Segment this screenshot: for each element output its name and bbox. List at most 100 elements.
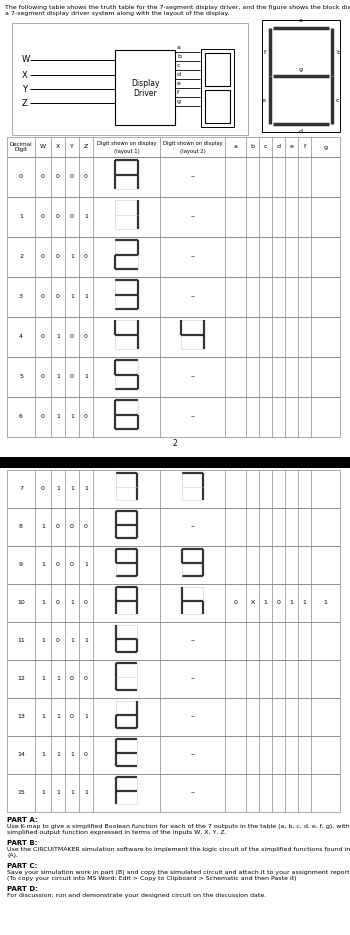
Text: 0: 0 <box>56 254 60 260</box>
Text: g: g <box>323 145 328 150</box>
Text: PART D:: PART D: <box>7 886 38 892</box>
Text: Save your simulation work in part (B) and copy the simulated circuit and attach : Save your simulation work in part (B) an… <box>7 870 350 881</box>
Text: 1: 1 <box>84 375 88 380</box>
Text: 1: 1 <box>56 375 60 380</box>
Bar <box>115 50 175 125</box>
Text: d: d <box>299 129 303 134</box>
Text: –: – <box>190 372 195 381</box>
Text: (layout 1): (layout 1) <box>114 149 139 153</box>
Bar <box>7 660 340 698</box>
Text: 1: 1 <box>70 600 74 606</box>
Text: 0: 0 <box>70 175 74 180</box>
Text: 1: 1 <box>84 639 88 643</box>
Text: 15: 15 <box>17 790 25 796</box>
Text: Y: Y <box>22 84 27 94</box>
Text: PART C:: PART C: <box>7 863 37 869</box>
Bar <box>7 698 340 736</box>
Text: 5: 5 <box>19 375 23 380</box>
Text: Driver: Driver <box>133 89 157 98</box>
Bar <box>0 457 350 468</box>
Text: 1: 1 <box>41 563 45 568</box>
Bar <box>7 546 340 584</box>
Text: For discussion: run and demonstrate your designed circuit on the discussion date: For discussion: run and demonstrate your… <box>7 893 266 898</box>
Bar <box>201 49 234 127</box>
Text: 1: 1 <box>56 414 60 420</box>
Bar <box>7 622 340 660</box>
Text: 2: 2 <box>173 439 177 448</box>
Text: 1: 1 <box>84 714 88 720</box>
Text: 1: 1 <box>19 214 23 220</box>
Text: 0: 0 <box>70 375 74 380</box>
Text: Use the CIRCUITMAKER simulation software to implement the logic circuit of the s: Use the CIRCUITMAKER simulation software… <box>7 847 350 857</box>
Text: 0: 0 <box>41 335 45 339</box>
Text: –: – <box>190 212 195 222</box>
Text: 1: 1 <box>56 714 60 720</box>
Text: c: c <box>264 145 267 150</box>
Text: X: X <box>56 145 60 150</box>
Text: 1: 1 <box>302 600 307 606</box>
Text: 1: 1 <box>56 753 60 757</box>
Bar <box>7 470 340 508</box>
Text: 1: 1 <box>56 790 60 796</box>
Text: Digit shown on display: Digit shown on display <box>97 140 156 146</box>
Text: 1: 1 <box>84 295 88 299</box>
Text: W: W <box>40 145 46 150</box>
Text: 1: 1 <box>41 714 45 720</box>
Text: 0: 0 <box>41 486 45 492</box>
Text: 1: 1 <box>70 486 74 492</box>
Bar <box>7 137 340 157</box>
Text: 1: 1 <box>56 335 60 339</box>
Text: –: – <box>190 412 195 422</box>
Text: 1: 1 <box>264 600 267 606</box>
Text: Y: Y <box>70 145 74 150</box>
Text: –: – <box>190 637 195 645</box>
Text: 1: 1 <box>41 639 45 643</box>
Text: 0: 0 <box>84 335 88 339</box>
Text: –: – <box>190 751 195 759</box>
Text: 14: 14 <box>17 753 25 757</box>
Text: d: d <box>177 72 181 77</box>
Text: 6: 6 <box>19 414 23 420</box>
Text: b: b <box>336 50 340 54</box>
Text: The following table shows the truth table for the 7-segment display driver, and : The following table shows the truth tabl… <box>5 5 350 16</box>
Bar <box>7 357 340 397</box>
Text: 1: 1 <box>56 677 60 682</box>
Text: (layout 2): (layout 2) <box>180 149 205 153</box>
Text: a: a <box>233 145 237 150</box>
Text: 0: 0 <box>41 414 45 420</box>
Text: 1: 1 <box>41 525 45 529</box>
Text: 1: 1 <box>323 600 328 606</box>
Text: –: – <box>190 523 195 531</box>
Text: 0: 0 <box>41 375 45 380</box>
Text: Z: Z <box>22 98 28 108</box>
Bar <box>7 157 340 197</box>
Text: 0: 0 <box>70 714 74 720</box>
Bar <box>7 277 340 317</box>
Text: X: X <box>22 70 28 79</box>
Text: 13: 13 <box>17 714 25 720</box>
Text: 11: 11 <box>17 639 25 643</box>
Text: 1: 1 <box>56 486 60 492</box>
Text: 1: 1 <box>41 600 45 606</box>
Text: 0: 0 <box>56 175 60 180</box>
Bar <box>205 90 230 123</box>
Text: 0: 0 <box>56 525 60 529</box>
Text: 1: 1 <box>70 753 74 757</box>
Text: a: a <box>177 45 181 50</box>
Bar <box>7 774 340 812</box>
Text: 12: 12 <box>17 677 25 682</box>
Bar <box>12 23 248 135</box>
Text: 0: 0 <box>56 214 60 220</box>
Text: 2: 2 <box>19 254 23 260</box>
Text: Decimal
Digit: Decimal Digit <box>10 141 32 152</box>
Text: PART B:: PART B: <box>7 840 37 846</box>
Text: g: g <box>299 67 303 72</box>
Text: 0: 0 <box>70 214 74 220</box>
Bar <box>7 736 340 774</box>
Text: g: g <box>177 99 181 104</box>
Bar <box>7 237 340 277</box>
Text: 1: 1 <box>289 600 293 606</box>
Text: 10: 10 <box>17 600 25 606</box>
Text: 0: 0 <box>56 639 60 643</box>
Text: 0: 0 <box>41 295 45 299</box>
